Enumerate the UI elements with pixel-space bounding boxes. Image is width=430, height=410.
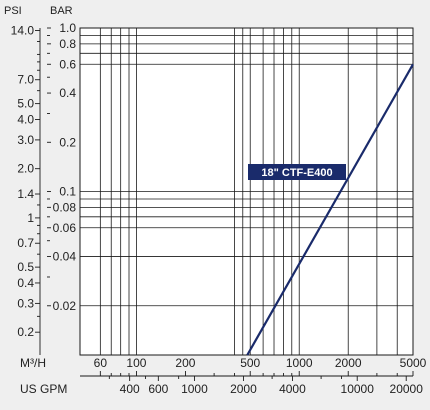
bar-axis-label: BAR bbox=[50, 5, 73, 17]
bar-tick-label: 0.1 bbox=[59, 185, 76, 199]
psi-tick-label: 0.7 bbox=[17, 236, 34, 250]
m3h-tick-label: 1000 bbox=[286, 356, 313, 370]
gpm-tick-label: 4000 bbox=[279, 382, 306, 396]
psi-axis-label: PSI bbox=[4, 5, 22, 17]
m3h-tick-label: 2000 bbox=[335, 356, 362, 370]
psi-tick-label: 0.3 bbox=[17, 296, 34, 310]
series-line-ctf-e400 bbox=[246, 63, 414, 356]
gpm-tick-label: 20000 bbox=[390, 382, 424, 396]
bar-tick-label: 0.08 bbox=[53, 200, 77, 214]
m3h-tick-label: 100 bbox=[126, 356, 146, 370]
m3h-axis-label: M³/H bbox=[20, 356, 46, 370]
gpm-tick-label: 1000 bbox=[181, 382, 208, 396]
gpm-axis-label: US GPM bbox=[20, 382, 67, 396]
m3h-tick-label: 5000 bbox=[400, 356, 427, 370]
gpm-tick-label: 600 bbox=[148, 382, 168, 396]
bar-tick-label: 0.06 bbox=[53, 221, 77, 235]
bar-tick-label: 0.8 bbox=[59, 37, 76, 51]
bar-tick-label: 0.2 bbox=[59, 135, 76, 149]
gpm-tick-label: 10000 bbox=[341, 382, 375, 396]
psi-tick-label: 5.0 bbox=[17, 97, 34, 111]
psi-tick-label: 4.0 bbox=[17, 112, 34, 126]
bar-tick-label: 0.4 bbox=[59, 86, 76, 100]
psi-tick-label: 1.4 bbox=[17, 187, 34, 201]
psi-tick-label: 0.5 bbox=[17, 260, 34, 274]
psi-tick-label: 7.0 bbox=[17, 73, 34, 87]
series-label-box bbox=[248, 164, 346, 180]
bar-tick-label: 1.0 bbox=[59, 21, 76, 35]
psi-tick-label: 0.4 bbox=[17, 276, 34, 290]
psi-tick-label: 14.0 bbox=[11, 24, 35, 38]
gpm-tick-label: 2000 bbox=[230, 382, 257, 396]
psi-tick-label: 0.2 bbox=[17, 325, 34, 339]
m3h-tick-label: 500 bbox=[240, 356, 260, 370]
m3h-tick-label: 200 bbox=[175, 356, 195, 370]
m3h-tick-label: 60 bbox=[94, 356, 108, 370]
psi-tick-label: 1 bbox=[27, 211, 34, 225]
gpm-tick-label: 400 bbox=[120, 382, 140, 396]
psi-tick-label: 2.0 bbox=[17, 162, 34, 176]
bar-tick-label: 0.04 bbox=[53, 250, 77, 264]
psi-tick-label: 3.0 bbox=[17, 133, 34, 147]
bar-tick-label: 0.6 bbox=[59, 57, 76, 71]
bar-tick-label: 0.02 bbox=[53, 299, 77, 313]
series-label-text: 18" CTF-E400 bbox=[261, 167, 332, 179]
